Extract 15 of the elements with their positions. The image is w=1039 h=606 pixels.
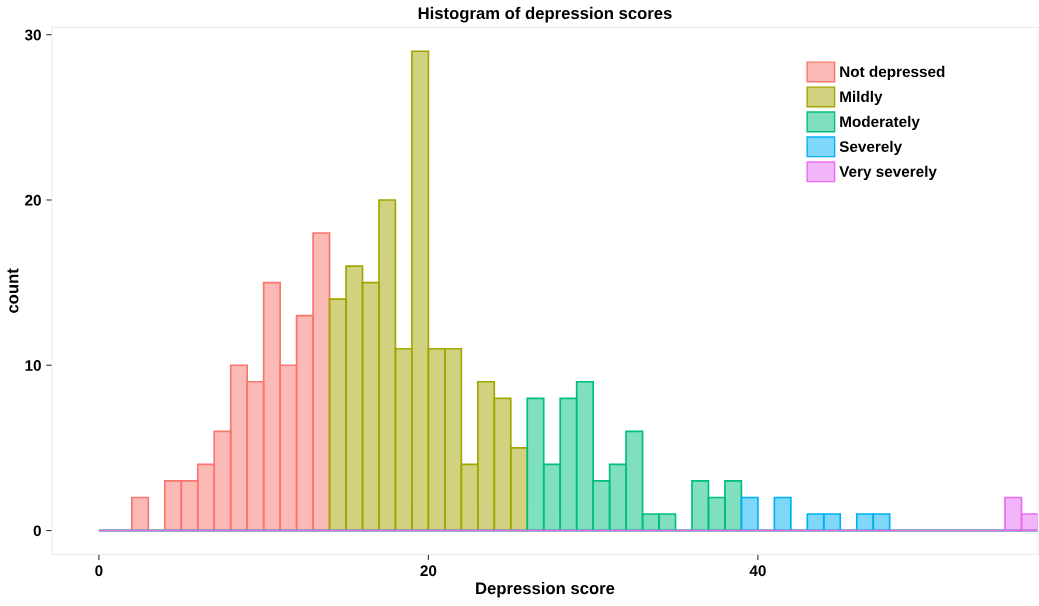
legend-label: Mildly [840,90,883,106]
y-tick-label: 20 [25,194,41,206]
x-axis-title: Depression score [476,581,615,598]
legend-label: Not depressed [840,65,945,81]
legend-label: Very severely [839,165,937,181]
y-tick-label: 30 [24,29,41,41]
chart-title: Histogram of depression scores [418,6,672,23]
y-tick-label: 10 [25,360,41,371]
legend-label: Moderately [840,115,920,131]
y-axis-title: count [7,268,19,313]
x-tick-label: 40 [749,565,766,577]
x-tick-label: 20 [420,565,437,577]
legend-label: Severely [839,140,902,156]
y-tick-label: 0 [33,525,41,537]
x-tick-label: 0 [95,565,103,577]
